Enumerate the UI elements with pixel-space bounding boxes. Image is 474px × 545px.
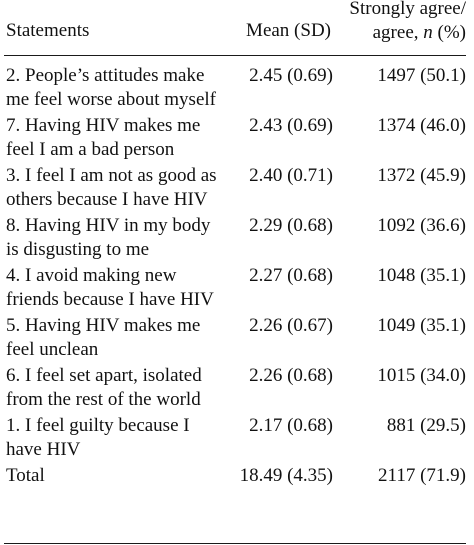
- header-mean-sd: Mean (SD): [246, 20, 331, 41]
- table-row: 8. Having HIV in my body is disgusting t…: [4, 214, 466, 261]
- header-rule: [4, 55, 466, 56]
- agree-cell: 1092 (36.6): [377, 215, 466, 236]
- statement-cell: 2. People’s attitudes make me feel worse…: [6, 65, 216, 110]
- statement-cell: 1. I feel guilty because I have HIV: [6, 415, 190, 460]
- mean-cell: 2.26 (0.67): [249, 315, 333, 336]
- statement-cell: 7. Having HIV makes me feel I am a bad p…: [6, 115, 201, 160]
- agree-cell: 1015 (34.0): [377, 365, 466, 386]
- statement-cell: 4. I avoid making new friends because I …: [6, 265, 214, 310]
- mean-cell: 2.43 (0.69): [249, 115, 333, 136]
- table-row: 2. People’s attitudes make me feel worse…: [4, 64, 466, 111]
- table-row: 7. Having HIV makes me feel I am a bad p…: [4, 114, 466, 161]
- table-row: 3. I feel I am not as good as others bec…: [4, 164, 466, 211]
- header-agree-prefix: agree,: [372, 21, 424, 43]
- mean-cell: 2.29 (0.68): [249, 215, 333, 236]
- header-agree-line2: agree, n (%): [349, 21, 466, 45]
- header-agree-line1: Strongly agree/: [349, 0, 466, 19]
- agree-cell: 1049 (35.1): [377, 315, 466, 336]
- agree-cell: 1374 (46.0): [377, 115, 466, 136]
- bottom-rule: [4, 543, 466, 544]
- agree-cell: 1497 (50.1): [377, 65, 466, 86]
- header-strongly-agree: Strongly agree/ agree, n (%): [349, 0, 466, 44]
- statement-cell: 3. I feel I am not as good as others bec…: [6, 165, 217, 210]
- table-row: 6. I feel set apart, isolated from the r…: [4, 364, 466, 411]
- agree-cell: 1372 (45.9): [377, 165, 466, 186]
- table-row: 4. I avoid making new friends because I …: [4, 264, 466, 311]
- statement-cell: 5. Having HIV makes me feel unclean: [6, 315, 201, 360]
- statement-cell: 6. I feel set apart, isolated from the r…: [6, 365, 202, 410]
- table-row: 1. I feel guilty because I have HIV 2.17…: [4, 414, 466, 461]
- mean-cell: 2.17 (0.68): [249, 415, 333, 436]
- statement-cell: 8. Having HIV in my body is disgusting t…: [6, 215, 211, 260]
- header-agree-n: n: [423, 21, 433, 43]
- agree-cell: 881 (29.5): [386, 415, 466, 436]
- mean-cell: 2.27 (0.68): [249, 265, 333, 286]
- header-agree-suffix: (%): [432, 21, 466, 43]
- header-statements: Statements: [6, 20, 90, 41]
- total-mean: 18.49 (4.35): [239, 465, 333, 486]
- table-row: 5. Having HIV makes me feel unclean 2.26…: [4, 314, 466, 361]
- total-label: Total: [6, 465, 45, 486]
- mean-cell: 2.26 (0.68): [249, 365, 333, 386]
- table-body: 2. People’s attitudes make me feel worse…: [4, 56, 466, 488]
- mean-cell: 2.45 (0.69): [249, 65, 333, 86]
- mean-cell: 2.40 (0.71): [249, 165, 333, 186]
- agree-cell: 1048 (35.1): [377, 265, 466, 286]
- table-header: Statements Mean (SD) Strongly agree/ agr…: [4, 0, 466, 55]
- total-row: Total 18.49 (4.35) 2117 (71.9): [4, 464, 466, 488]
- total-agree: 2117 (71.9): [378, 465, 466, 486]
